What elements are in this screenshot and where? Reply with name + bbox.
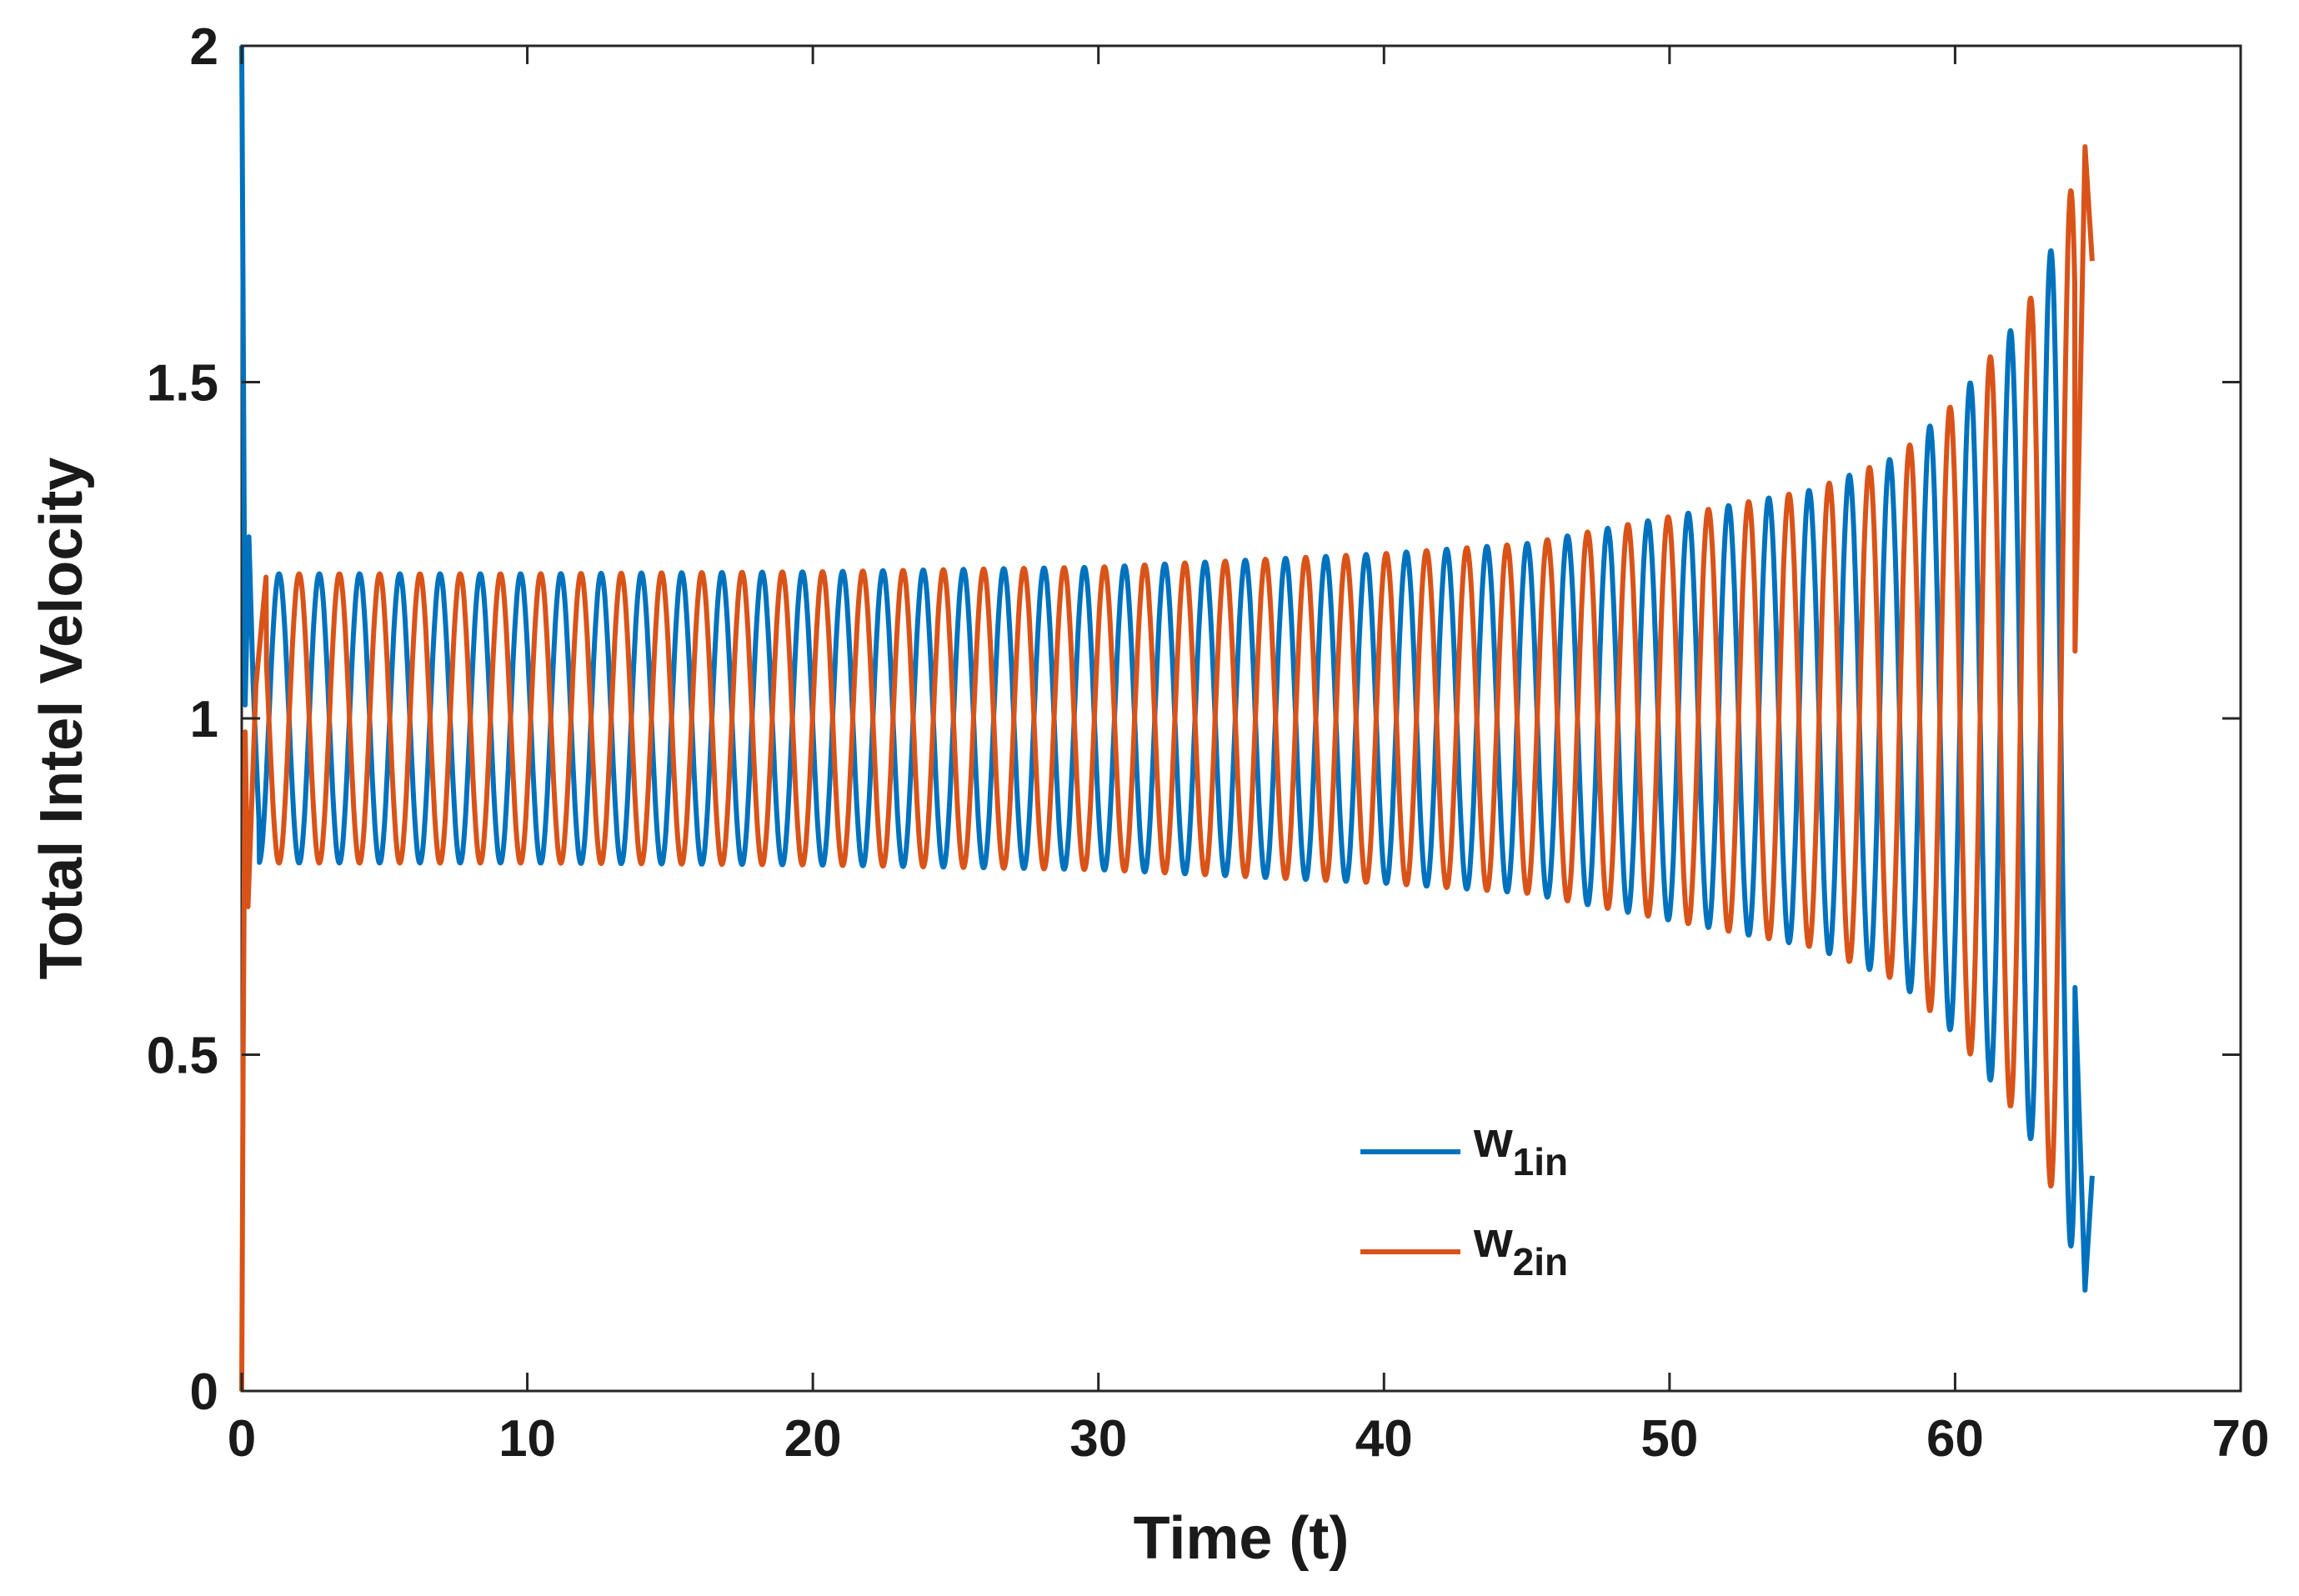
x-tick-label: 40	[1355, 1410, 1413, 1468]
legend-main-w1in: w	[1473, 1112, 1513, 1168]
plot-area	[240, 44, 2242, 1393]
legend-main-w2in: w	[1473, 1212, 1513, 1268]
series-line-w2in	[239, 144, 2095, 1392]
x-axis-ticks: 0 10 20 30 40 50 60 70	[228, 46, 2270, 1468]
legend-sub-w2in: 2in	[1513, 1240, 1568, 1283]
x-axis-label: Time (t)	[1134, 1505, 1350, 1572]
x-tick-label: 70	[2212, 1410, 2270, 1468]
y-axis-ticks: 0 0.5 1 1.5 2	[147, 18, 2241, 1421]
legend: w1in w2in	[1360, 1112, 1568, 1283]
y-tick-label: 1.5	[147, 355, 218, 413]
x-tick-label: 0	[228, 1410, 256, 1468]
y-tick-label: 2	[190, 18, 218, 76]
x-tick-label: 60	[1926, 1410, 1984, 1468]
y-tick-label: 0.5	[147, 1028, 218, 1085]
legend-sub-w1in: 1in	[1513, 1140, 1568, 1183]
x-tick-label: 20	[784, 1410, 842, 1468]
x-tick-label: 50	[1640, 1410, 1698, 1468]
legend-label-w1in: w1in	[1473, 1112, 1568, 1183]
y-tick-label: 1	[190, 691, 218, 748]
y-tick-label: 0	[190, 1363, 218, 1421]
x-tick-label: 10	[498, 1410, 556, 1468]
series-line-w1in	[239, 45, 2095, 1293]
legend-label-w2in: w2in	[1473, 1212, 1568, 1283]
y-axis-label: Total Intel Velocity	[28, 458, 95, 980]
x-tick-label: 30	[1069, 1410, 1127, 1468]
series-layer	[239, 45, 2095, 1392]
